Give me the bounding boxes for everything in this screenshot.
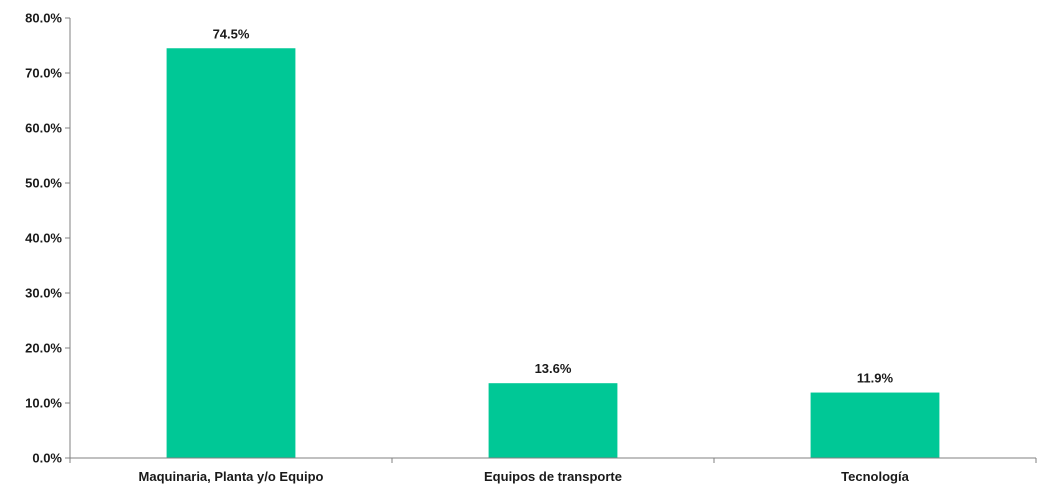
y-tick-label: 30.0% [25, 286, 62, 301]
x-tick-label: Equipos de transporte [484, 469, 622, 484]
y-axis: 0.0% 10.0% 20.0% 30.0% 40.0% 50.0% 60.0% 70.0% 8… [25, 11, 71, 466]
data-label: 11.9% [857, 371, 894, 386]
bars [166, 48, 940, 458]
x-axis: Maquinaria, Planta y/o Equipo Equipos de … [69, 457, 1037, 484]
y-tick-label: 20.0% [25, 341, 62, 356]
y-tick-label: 50.0% [25, 176, 62, 191]
bar [488, 383, 618, 458]
y-tick-label: 40.0% [25, 231, 62, 246]
bar [166, 48, 296, 458]
y-tick-label: 10.0% [25, 396, 62, 411]
y-tick-label: 80.0% [25, 11, 62, 26]
x-tick-label: Maquinaria, Planta y/o Equipo [139, 469, 324, 484]
bar [810, 392, 940, 458]
y-tick-label: 70.0% [25, 66, 62, 81]
data-label: 74.5% [213, 26, 250, 41]
data-labels: 74.5% 13.6% 11.9% [213, 26, 894, 385]
y-tick-label: 0.0% [32, 451, 62, 466]
x-tick-label: Tecnología [841, 469, 909, 484]
data-label: 13.6% [535, 361, 572, 376]
y-tick-label: 60.0% [25, 121, 62, 136]
